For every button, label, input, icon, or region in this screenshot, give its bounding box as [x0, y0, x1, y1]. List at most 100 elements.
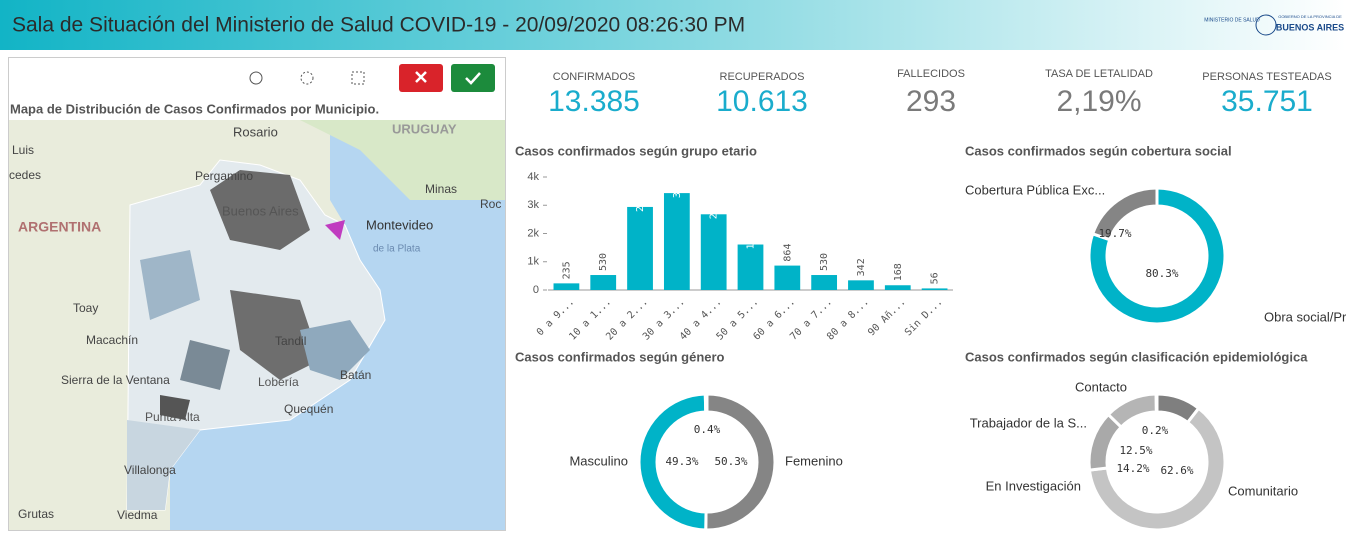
municipio-area — [140, 250, 200, 320]
map-title: Mapa de Distribución de Casos Confirmado… — [10, 101, 379, 116]
map-uruguay — [300, 120, 505, 200]
toolbar — [249, 64, 495, 92]
map-place-label: Buenos Aires — [222, 203, 299, 218]
bar-value-label: 2,68k — [709, 189, 720, 219]
data-label: 50.3% — [714, 455, 747, 468]
cancel-icon — [415, 71, 427, 83]
map-place-label: Lobería — [258, 375, 299, 389]
bar — [627, 206, 653, 290]
bar — [774, 265, 801, 290]
bar-value-label: 864 — [782, 244, 793, 262]
rect-select-tool[interactable] — [351, 71, 365, 85]
donut-segment — [1087, 186, 1227, 326]
data-label: 0.4% — [694, 423, 721, 436]
data-label: 0.2% — [1142, 424, 1169, 437]
kpi-label: TASA DE LETALIDAD — [1045, 68, 1153, 80]
kpi-value: 10.613 — [716, 85, 808, 118]
confirm-icon — [465, 72, 481, 85]
chart-title: Casos confirmados según clasificación ep… — [965, 349, 1308, 364]
municipio-highlight — [325, 220, 345, 240]
donut-segment — [1106, 392, 1158, 430]
bar-value-label: 168 — [893, 263, 904, 281]
logo-icon — [1255, 14, 1277, 36]
kpi-label: PERSONAS TESTEADAS — [1202, 71, 1331, 83]
map-place-label: Toay — [73, 301, 98, 315]
map-place-label: Quequén — [284, 402, 333, 416]
donut-segment — [703, 392, 709, 414]
bar — [921, 288, 948, 290]
municipio-area — [300, 320, 370, 380]
map-place-label: Pergamino — [195, 169, 253, 183]
y-tick-label: 0 — [533, 284, 539, 296]
map-place-label: Sierra de la Ventana — [61, 373, 170, 387]
data-label: 49.3% — [665, 455, 698, 468]
municipio-area — [180, 340, 230, 390]
data-label: 12.5% — [1119, 444, 1152, 457]
kpi-value: 35.751 — [1221, 85, 1313, 118]
map-place-label: Punta Alta — [145, 410, 200, 424]
kpi-label: CONFIRMADOS — [553, 71, 636, 83]
map-place-label: URUGUAY — [392, 121, 457, 136]
chart-title: Casos confirmados según género — [515, 349, 725, 364]
map-place-label: Montevideo — [366, 217, 433, 232]
lasso-tool[interactable] — [249, 71, 263, 85]
bar-value-label: 1,61k — [746, 219, 757, 249]
legend-label: En Investigación — [986, 478, 1081, 493]
legend-label: Femenino — [785, 453, 843, 468]
map-place-label: Macachín — [86, 333, 138, 347]
bar-value-label: 3,43k — [672, 168, 683, 198]
legend-label: Trabajador de la S... — [970, 415, 1087, 430]
x-tick-label: 90 Añ... — [866, 296, 908, 338]
map-place-label: Rosario — [233, 124, 278, 139]
donut-segment — [1154, 392, 1159, 414]
y-tick-label: 3k — [527, 199, 539, 211]
kpi-label: FALLECIDOS — [897, 68, 965, 80]
chart-title: Casos confirmados según cobertura social — [965, 143, 1232, 158]
bar — [590, 275, 617, 290]
y-tick-label: 4k — [527, 171, 539, 183]
bar-value-label: 235 — [561, 261, 572, 279]
municipio-area — [230, 290, 320, 380]
municipio-area — [210, 170, 310, 250]
chart-title: Casos confirmados según grupo etario — [515, 143, 757, 158]
map-place-label: ARGENTINA — [18, 219, 101, 235]
legend-label: Obra social/Prepaga — [1264, 309, 1346, 324]
map-place-label: cedes — [9, 168, 41, 182]
map-place-label: Tandil — [275, 334, 306, 348]
bar-value-label: 530 — [598, 253, 609, 271]
bar — [663, 193, 690, 290]
legend-label: Cobertura Pública Exc... — [965, 182, 1105, 197]
kpi-value: 13.385 — [548, 85, 640, 118]
data-label: 80.3% — [1145, 267, 1178, 280]
bar-value-label: 2,94k — [635, 182, 646, 212]
logo-text: GOBIERNO DE LA PROVINCIA DE — [1278, 14, 1342, 19]
map-place-label: Batán — [340, 368, 371, 382]
kpi-label: RECUPERADOS — [720, 71, 805, 83]
map-water — [170, 120, 505, 530]
data-label: 62.6% — [1160, 464, 1193, 477]
legend-label: Comunitario — [1228, 483, 1298, 498]
circle-select-tool[interactable] — [300, 71, 314, 85]
bar — [848, 280, 874, 290]
data-label: 19.7% — [1098, 227, 1131, 240]
bar-value-label: 56 — [930, 272, 941, 284]
data-label: 14.2% — [1116, 462, 1149, 475]
municipio-area — [127, 420, 200, 510]
map-place-label: de la Plata — [373, 244, 421, 255]
map-place-label: Grutas — [18, 507, 54, 521]
map-place-label: Viedma — [117, 508, 158, 522]
legend-label: Masculino — [569, 453, 628, 468]
donut-segment — [704, 392, 777, 532]
x-tick-label: Sin D... — [903, 296, 945, 338]
bar — [700, 214, 727, 290]
bar — [884, 285, 911, 290]
map: Rosario URUGUAY Luis cedes Pergamino Minas Roc… — [9, 120, 505, 530]
y-tick-label: 2k — [527, 227, 539, 239]
donut-segment — [1087, 406, 1227, 532]
bar — [553, 283, 580, 290]
confirm-button[interactable] — [451, 64, 495, 92]
bar-value-label: 342 — [856, 258, 867, 276]
y-tick-label: 1k — [527, 256, 539, 268]
